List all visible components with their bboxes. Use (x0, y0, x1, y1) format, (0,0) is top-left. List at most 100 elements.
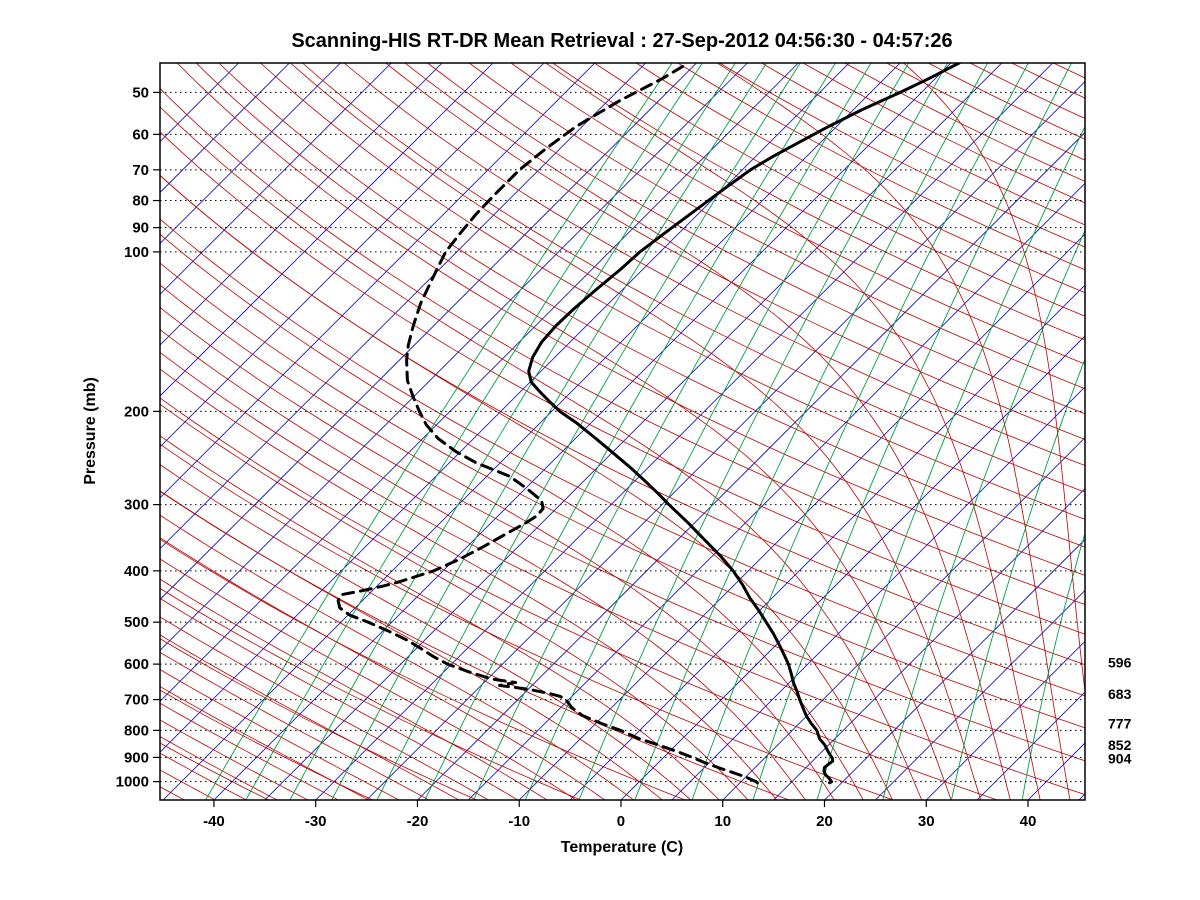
right-pressure-label: 683 (1108, 686, 1132, 702)
isotherm-line (160, 63, 646, 550)
isotherm-line (213, 63, 952, 800)
dry-adiabat-line (176, 63, 1085, 576)
dry-adiabat-line (160, 638, 477, 800)
isotherm-line (160, 63, 239, 143)
isotherm-line (773, 488, 1085, 800)
isotherm-line (620, 335, 1085, 800)
y-tick-label: 90 (132, 220, 149, 237)
moist-adiabat-line (902, 63, 1085, 695)
moist-adiabat-line (160, 403, 749, 800)
dry-adiabat-line (427, 63, 1085, 415)
mixing-ratio-line (376, 63, 801, 800)
isotherm-line (162, 63, 901, 800)
y-tick-label: 200 (124, 403, 149, 420)
dry-adiabat-line (160, 490, 790, 800)
dry-adiabat-line (719, 63, 1085, 248)
isotherm-line (160, 63, 392, 295)
mixing-ratio-line (473, 63, 872, 800)
dry-adiabat-line (160, 443, 894, 800)
dry-adiabat-line (160, 262, 1085, 729)
isotherm-line (264, 63, 1003, 800)
dry-adiabat-line (302, 63, 1085, 493)
isotherm-line (417, 131, 1085, 800)
x-tick-label: -10 (508, 813, 530, 830)
moist-adiabat-line (160, 329, 806, 800)
moist-adiabat-line (160, 616, 489, 800)
moist-adiabat-line (0, 62, 154, 801)
isotherm-line (569, 284, 1085, 800)
moist-adiabat-line (404, 63, 1011, 800)
isotherm-line (160, 63, 290, 194)
chart-title: Scanning-HIS RT-DR Mean Retrieval : 27-S… (291, 30, 952, 52)
right-pressure-label: 777 (1108, 716, 1132, 732)
moist-adiabat-line (160, 686, 370, 800)
dry-adiabat-line (160, 689, 373, 800)
isotherm-line (468, 182, 1085, 800)
dry-adiabat-line (677, 63, 1085, 271)
moist-adiabat-line (160, 106, 923, 800)
isotherm-line (160, 63, 697, 601)
dry-adiabat-line (594, 63, 1085, 317)
y-tick-label: 70 (132, 162, 149, 179)
axes: 5060708090100200300400500600700800900100… (116, 62, 1132, 830)
y-axis-label: Pressure (mb) (82, 377, 99, 485)
mixing-ratio-line (524, 63, 910, 800)
isobar-gridlines (160, 91, 1085, 783)
mixing-ratio-line (634, 63, 989, 800)
mixing-ratio-line (578, 63, 948, 800)
x-tick-label: -20 (407, 813, 429, 830)
isotherm-line (671, 386, 1085, 800)
dry-adiabat-line (160, 218, 1085, 697)
mixing-ratio-line (245, 63, 703, 800)
dry-adiabat-line (469, 63, 1085, 390)
moist-adiabat-line (160, 597, 519, 800)
y-tick-label: 60 (132, 126, 149, 143)
dry-adiabat-line (160, 306, 1085, 762)
moist-adiabat-line (160, 669, 400, 800)
x-tick-label: 10 (714, 813, 731, 830)
dry-adiabat-line (385, 63, 1085, 440)
dewpoint-curve (336, 63, 759, 785)
isotherm-line (875, 589, 1085, 800)
right-pressure-label: 852 (1108, 737, 1132, 753)
moist-adiabat-line (160, 490, 663, 800)
y-tick-label: 500 (124, 614, 149, 631)
moist-adiabat-line (0, 62, 123, 801)
dry-adiabat-line (761, 63, 1085, 226)
moist-adiabat-line (160, 368, 778, 800)
y-tick-label: 80 (132, 193, 149, 210)
isotherm-line (976, 691, 1085, 800)
moist-adiabat-line (160, 233, 864, 800)
mixing-ratio-line (1021, 531, 1085, 800)
dry-adiabat-line (343, 63, 1085, 466)
x-tick-label: -40 (203, 813, 225, 830)
x-tick-label: 40 (1020, 813, 1037, 830)
dry-adiabat-line (510, 63, 1085, 365)
isotherm-line (926, 640, 1085, 800)
moist-adiabat-line (0, 62, 91, 801)
dry-adiabat-line (160, 538, 686, 800)
moist-adiabat-line (160, 702, 339, 800)
mixing-ratio-line (950, 357, 1085, 800)
y-tick-label: 700 (124, 692, 149, 709)
moist-adiabat-line (160, 284, 835, 800)
dry-adiabat-line (635, 63, 1085, 294)
isotherm-line (160, 63, 443, 346)
isotherm-line (160, 63, 341, 244)
plot-frame (159, 62, 1086, 801)
mixing-ratio-line (816, 125, 1085, 800)
moist-adiabat-line (544, 63, 1041, 800)
right-pressure-label: 904 (1108, 750, 1132, 766)
moist-adiabat-line (160, 651, 430, 800)
dry-adiabat-line (160, 87, 1085, 605)
mixing-ratio-line (331, 63, 768, 800)
moist-adiabat-line (716, 63, 1071, 800)
temperature-curve (527, 63, 961, 785)
dry-adiabat-line (844, 63, 1085, 182)
right-pressure-label: 596 (1108, 655, 1132, 671)
y-tick-label: 600 (124, 656, 149, 673)
mixing-ratio-line (691, 63, 1029, 800)
dry-adiabat-line (160, 131, 1085, 635)
